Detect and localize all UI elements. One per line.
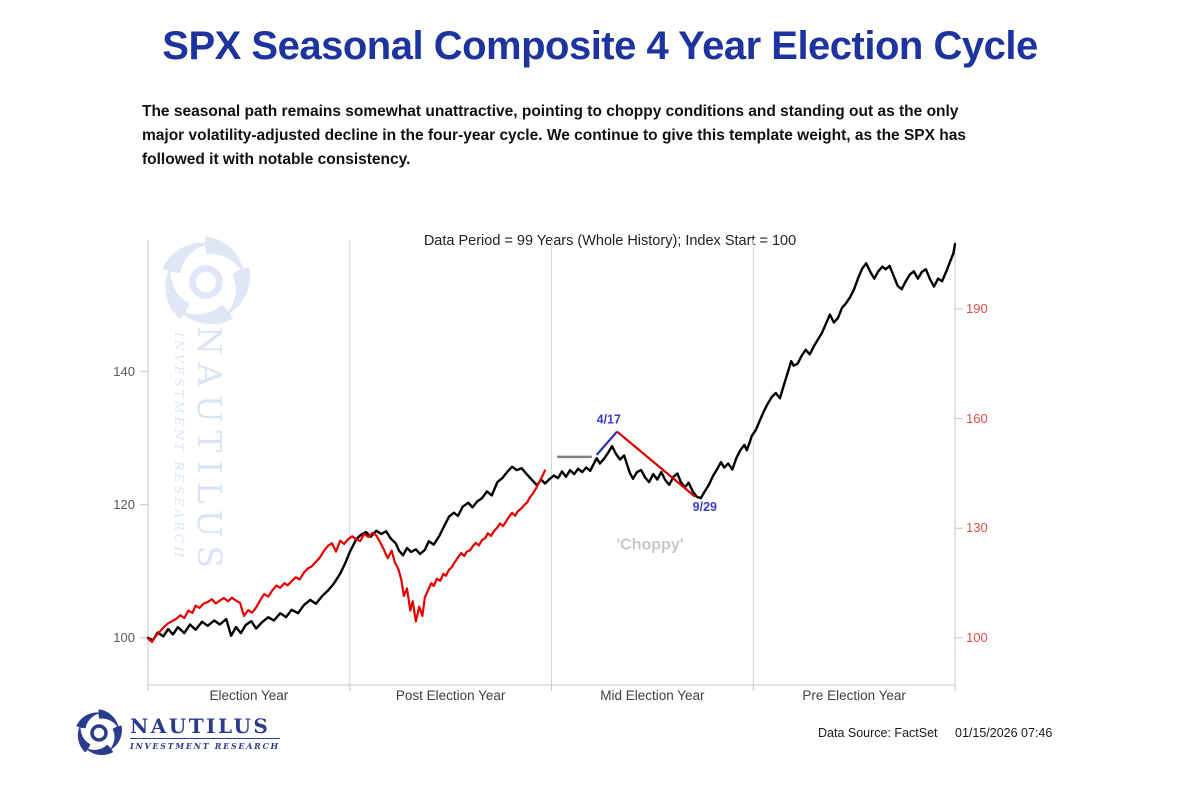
logo-name: NAUTILUS: [130, 714, 271, 738]
left-tick-label: 140: [113, 363, 135, 379]
subtitle-line-1: The seasonal path remains somewhat unatt…: [142, 103, 959, 120]
annotation-label: 9/29: [693, 500, 717, 514]
right-axis-labels: 100 130 160 190: [966, 240, 1026, 692]
data-source-line: Data Source: FactSet 01/15/2026 07:46: [818, 726, 1052, 740]
page-subtitle: The seasonal path remains somewhat unatt…: [142, 100, 1090, 172]
nautilus-logo-icon: [74, 708, 124, 758]
x-axis-section-labels: Election Year Post Election Year Mid Elect…: [148, 688, 955, 703]
annotation-label: 'Choppy': [616, 536, 683, 553]
right-tick-label: 160: [966, 410, 988, 426]
decline-into-september-line: [616, 430, 696, 498]
seasonal-composite-whole-history-line: [146, 242, 957, 642]
current-cycle-spx-line: [146, 469, 547, 643]
rally-into-april-line: [595, 430, 618, 456]
nautilus-logo: NAUTILUS INVESTMENT RESEARCH: [74, 708, 280, 758]
section-label: Post Election Year: [395, 688, 506, 703]
subtitle-line-3: followed it with notable consistency.: [142, 151, 411, 168]
plot-area: 4/17 9/29 'Choppy': [140, 240, 963, 691]
section-label: Mid Election Year: [600, 688, 705, 703]
data-source-text: Data Source: FactSet: [818, 726, 938, 740]
chart-title: Data Period = 99 Years (Whole History); …: [423, 233, 797, 249]
section-label: Pre Election Year: [802, 688, 906, 703]
page-title: SPX Seasonal Composite 4 Year Election C…: [162, 24, 1038, 68]
right-tick-label: 130: [966, 520, 988, 536]
annotation-label: 4/17: [597, 413, 621, 427]
section-label: Election Year: [209, 688, 289, 703]
right-tick-label: 190: [966, 301, 988, 317]
left-axis-labels: 100 120 140: [90, 240, 135, 692]
subtitle-line-2: major volatility-adjusted decline in the…: [142, 127, 966, 144]
timestamp-text: 01/15/2026 07:46: [955, 726, 1053, 740]
left-tick-label: 120: [113, 496, 135, 512]
right-tick-label: 100: [966, 629, 988, 645]
left-tick-label: 100: [113, 629, 135, 645]
logo-subtext: INVESTMENT RESEARCH: [130, 738, 280, 751]
